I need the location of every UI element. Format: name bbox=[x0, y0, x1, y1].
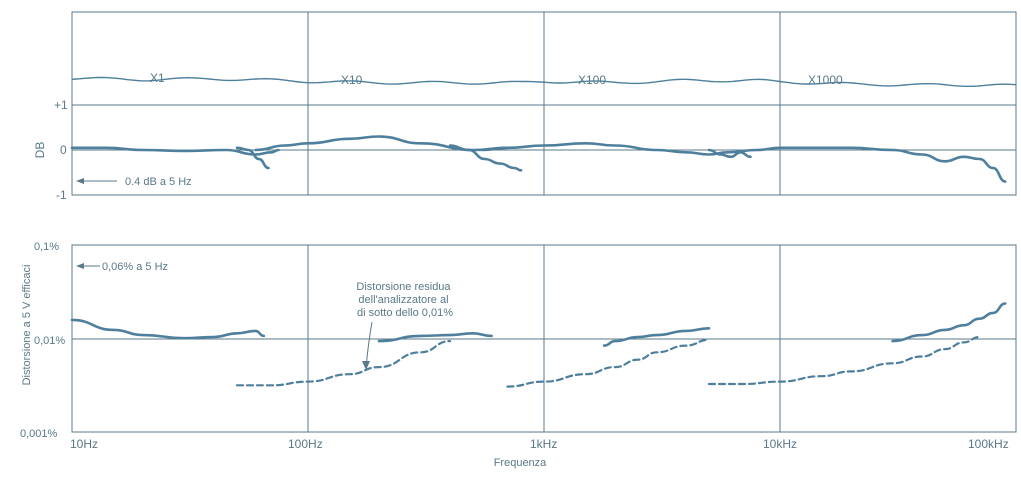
distortion-curve-2 bbox=[602, 327, 711, 347]
xtick-10hz: 10Hz bbox=[70, 437, 98, 451]
response-curve-4 bbox=[481, 141, 729, 156]
distortion-curve-3 bbox=[891, 302, 1007, 343]
bottom-ytick-0001: 0,001% bbox=[20, 428, 58, 440]
bottom-panel: 0,1% 0,01% 0,001% Distorsione a 5 V effi… bbox=[20, 241, 1017, 469]
bottom-curves bbox=[70, 302, 1007, 388]
xtick-100hz: 100Hz bbox=[288, 437, 323, 451]
response-curve-1 bbox=[235, 146, 270, 170]
residual-distortion-curve-2 bbox=[707, 335, 981, 386]
distortion-curve-1 bbox=[377, 331, 493, 343]
top-panel: +1 0 -1 DB X1 X10 X100 X1000 0.4 dB a 5 … bbox=[33, 11, 1017, 202]
residual-distortion-curve-0 bbox=[235, 340, 452, 387]
range-label-x100: X100 bbox=[578, 73, 606, 87]
top-curves bbox=[70, 76, 1017, 183]
distortion-curve-0 bbox=[70, 318, 266, 340]
top-ylabel: DB bbox=[33, 142, 47, 159]
top-ytick-zero: 0 bbox=[60, 143, 67, 157]
bottom-annotation-1: 0,06% a 5 Hz bbox=[102, 261, 168, 273]
response-curve-3 bbox=[448, 144, 523, 172]
range-indicator-line bbox=[71, 76, 1017, 87]
response-curve-6 bbox=[726, 146, 1007, 183]
bottom-ylabel: Distorsione a 5 V efficaci bbox=[21, 265, 33, 386]
bottom-ytick-01: 0,1% bbox=[34, 241, 59, 253]
bottom-annotation-2: Distorsione residua dell'analizzatore al… bbox=[356, 281, 453, 319]
bottom-xlabel: Frequenza bbox=[494, 457, 547, 469]
bottom-annotation-pointer-head bbox=[362, 361, 370, 370]
response-curve-2 bbox=[254, 135, 509, 152]
range-label-x1000: X1000 bbox=[808, 73, 843, 87]
xtick-100khz: 100kHz bbox=[968, 437, 1009, 451]
top-ytick-plus1: +1 bbox=[54, 98, 68, 112]
response-curve-5 bbox=[707, 148, 752, 159]
range-label-x10: X10 bbox=[341, 73, 363, 87]
top-ytick-minus1: -1 bbox=[56, 188, 67, 202]
top-annotation-arrowhead bbox=[76, 178, 84, 184]
range-label-x1: X1 bbox=[150, 71, 165, 85]
response-curve-0 bbox=[70, 146, 280, 156]
xtick-10khz: 10kHz bbox=[763, 437, 797, 451]
xtick-1khz: 1kHz bbox=[530, 437, 557, 451]
residual-distortion-curve-1 bbox=[506, 338, 711, 388]
top-annotation: 0.4 dB a 5 Hz bbox=[125, 176, 192, 188]
bottom-ytick-001: 0,01% bbox=[34, 335, 65, 347]
bottom-annotation-arrowhead bbox=[76, 263, 84, 269]
